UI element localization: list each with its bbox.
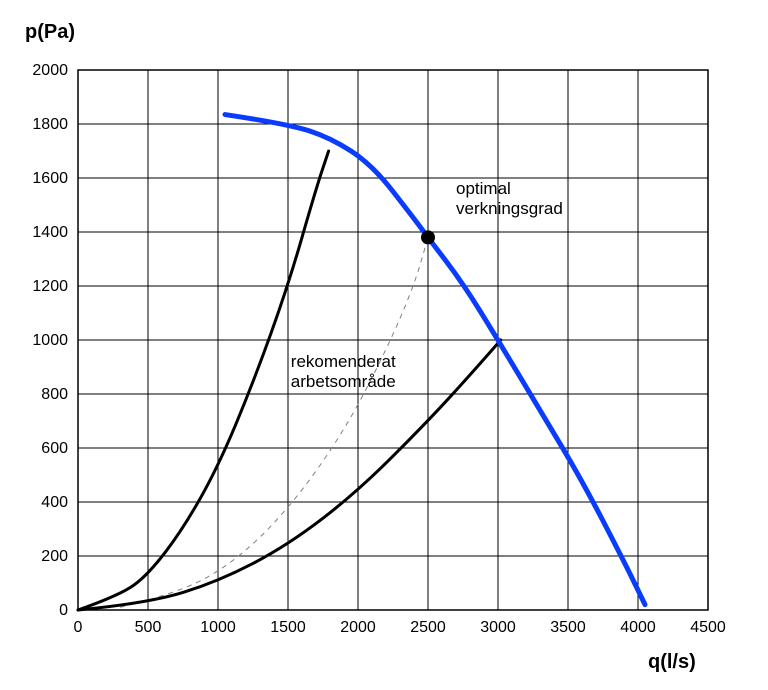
y-tick-label: 800 <box>41 386 68 403</box>
y-tick-label: 1800 <box>32 116 68 133</box>
optimal-point-marker <box>421 230 435 244</box>
x-tick-label: 4000 <box>620 619 656 636</box>
x-tick-label: 1000 <box>200 619 236 636</box>
y-axis-title: p(Pa) <box>25 21 75 43</box>
y-tick-label: 1400 <box>32 224 68 241</box>
y-tick-label: 600 <box>41 440 68 457</box>
x-tick-label: 3000 <box>480 619 516 636</box>
x-axis-title: q(l/s) <box>648 651 696 673</box>
x-tick-label: 2500 <box>410 619 446 636</box>
annotation-region-line2: arbetsområde <box>291 372 396 391</box>
annotation-optimal-line1: optimal <box>456 179 511 198</box>
y-tick-label: 1600 <box>32 170 68 187</box>
chart-container: { "chart": { "type": "line", "background… <box>0 0 768 690</box>
y-tick-label: 0 <box>59 602 68 619</box>
x-tick-label: 3500 <box>550 619 586 636</box>
y-tick-label: 2000 <box>32 62 68 79</box>
fan-curve-chart: 0 200 400 600 800 1000 1200 1400 1600 1800 2000 0 50… <box>0 0 768 690</box>
x-tick-label: 0 <box>74 619 83 636</box>
annotation-region-line1: rekomenderat <box>291 352 396 371</box>
x-tick-label: 4500 <box>690 619 726 636</box>
x-tick-label: 1500 <box>270 619 306 636</box>
y-tick-label: 1200 <box>32 278 68 295</box>
x-tick-label: 500 <box>135 619 162 636</box>
x-tick-label: 2000 <box>340 619 376 636</box>
y-tick-label: 200 <box>41 548 68 565</box>
annotation-optimal-line2: verkningsgrad <box>456 199 563 218</box>
y-tick-label: 400 <box>41 494 68 511</box>
y-tick-label: 1000 <box>32 332 68 349</box>
